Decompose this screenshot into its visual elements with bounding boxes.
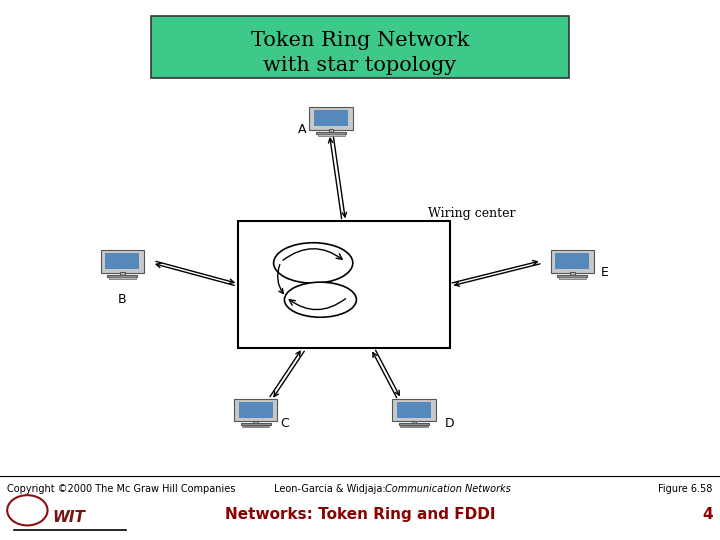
Text: Figure 6.58: Figure 6.58 (658, 484, 713, 494)
Bar (412, 421, 416, 424)
Text: B: B (118, 293, 127, 306)
Bar (557, 275, 588, 277)
Bar (397, 402, 431, 418)
Bar (253, 421, 258, 424)
Bar (329, 129, 333, 132)
Text: with star topology: with star topology (264, 56, 456, 76)
Bar (238, 221, 450, 348)
Bar (107, 275, 138, 277)
Bar (392, 399, 436, 421)
Text: C: C (280, 417, 289, 430)
Bar (570, 272, 575, 275)
Text: Communication Networks: Communication Networks (385, 484, 511, 494)
Bar (316, 132, 346, 134)
Bar (555, 253, 590, 269)
Bar (120, 272, 125, 275)
Bar (151, 16, 569, 78)
Bar (238, 402, 273, 418)
Text: D: D (445, 417, 455, 430)
Bar (234, 399, 277, 421)
Text: E: E (601, 266, 608, 279)
Bar (242, 426, 269, 427)
Bar (310, 107, 353, 130)
Bar (318, 134, 345, 136)
Text: Wiring center: Wiring center (428, 207, 516, 220)
Bar (314, 110, 348, 126)
Bar (551, 250, 594, 273)
Bar (101, 250, 144, 273)
Bar (109, 277, 136, 279)
Ellipse shape (284, 282, 356, 318)
Bar (399, 423, 429, 426)
Text: Copyright ©2000 The Mc Graw Hill Companies: Copyright ©2000 The Mc Graw Hill Compani… (7, 484, 235, 494)
Text: A: A (298, 123, 307, 136)
Bar (559, 277, 586, 279)
Bar (240, 423, 271, 426)
Bar (105, 253, 140, 269)
Text: WIT: WIT (52, 510, 85, 525)
Text: Leon-Garcia & Widjaja:: Leon-Garcia & Widjaja: (274, 484, 392, 494)
Text: Token Ring Network: Token Ring Network (251, 31, 469, 50)
Bar (400, 426, 428, 427)
Ellipse shape (274, 243, 353, 283)
Text: 4: 4 (702, 507, 713, 522)
Text: Networks: Token Ring and FDDI: Networks: Token Ring and FDDI (225, 507, 495, 522)
